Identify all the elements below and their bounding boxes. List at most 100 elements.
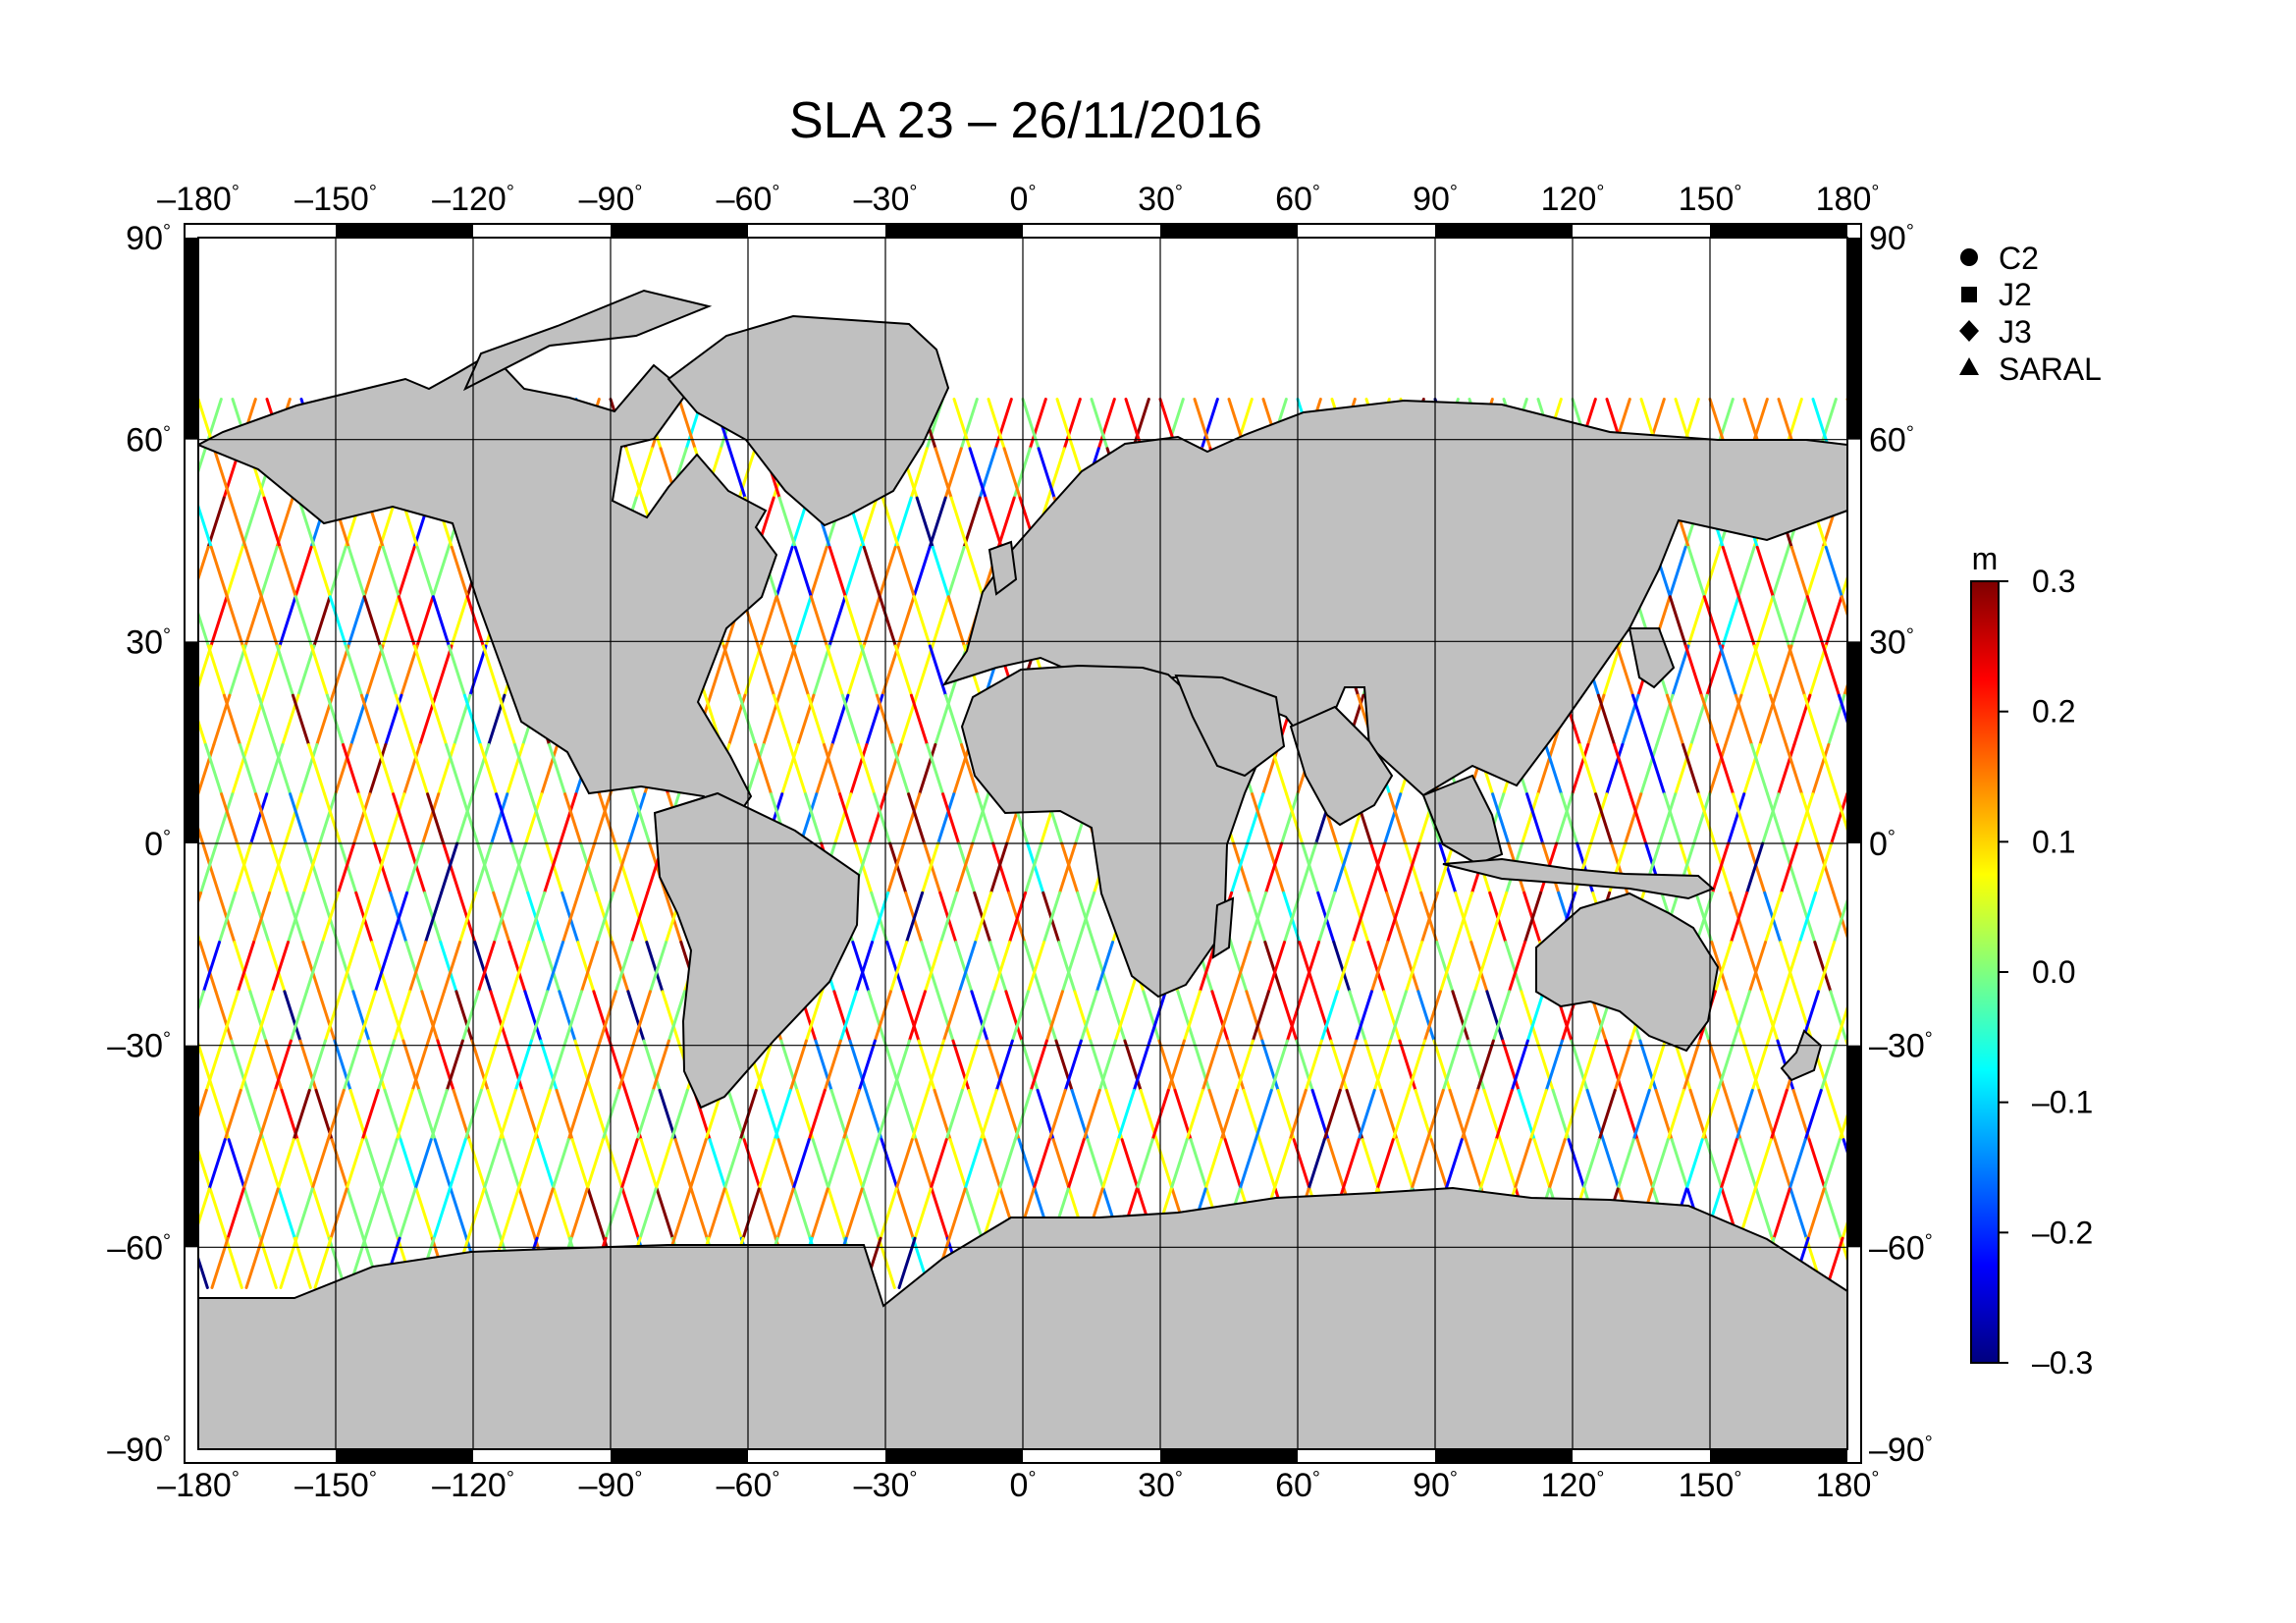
track-segment: [248, 990, 268, 1043]
track-segment: [604, 1187, 623, 1240]
track-segment: [345, 1138, 364, 1191]
track-segment: [1811, 742, 1831, 796]
track-segment: [923, 841, 942, 894]
track-segment: [137, 744, 153, 793]
track-segment: [1863, 695, 1879, 744]
track-segment: [473, 941, 493, 994]
track-segment: [339, 941, 359, 994]
track-segment: [1744, 941, 1764, 994]
track-segment: [551, 1138, 570, 1191]
track-segment: [64, 843, 80, 893]
track-segment: [27, 400, 42, 449]
track-segment: [1002, 447, 1022, 500]
track-segment: [524, 792, 544, 845]
right-tick-label: 90°: [1869, 220, 1914, 257]
track-segment: [1798, 891, 1818, 945]
track-segment: [1124, 398, 1144, 451]
track-segment: [868, 792, 887, 845]
track-segment: [293, 1236, 312, 1289]
track-segment: [347, 545, 366, 599]
track-segment: [72, 1140, 87, 1189]
track-segment: [946, 545, 966, 599]
track-segment: [122, 1090, 137, 1139]
track-segment: [318, 792, 338, 845]
right-tick-label: 0°: [1869, 826, 1896, 863]
track-segment: [708, 1138, 727, 1191]
track-segment: [1201, 1039, 1220, 1092]
track-segment: [1216, 990, 1236, 1043]
track-segment: [1176, 990, 1196, 1043]
diamond-icon: [1959, 320, 1979, 342]
land-canadian-arctic-islands: [462, 289, 713, 392]
track-segment: [792, 1187, 812, 1240]
track-segment: [1182, 990, 1201, 1043]
track-segment: [1802, 693, 1823, 746]
track-segment: [380, 1187, 400, 1240]
square-icon: [1961, 287, 1977, 302]
track-segment: [1811, 398, 1831, 451]
track-segment: [407, 941, 428, 994]
track-segment: [1507, 941, 1527, 994]
track-segment: [1816, 941, 1837, 994]
track-segment: [627, 792, 647, 845]
track-segment: [198, 545, 210, 583]
track-segment: [1613, 1039, 1632, 1092]
track-segment: [1097, 1039, 1117, 1092]
track-segment: [1230, 841, 1250, 894]
track-segment: [495, 990, 514, 1043]
track-segment: [1629, 792, 1648, 845]
track-segment: [37, 1140, 53, 1189]
track-segment: [1947, 1140, 1962, 1189]
track-segment: [370, 941, 390, 994]
track-segment: [1713, 841, 1733, 894]
track-segment: [460, 990, 480, 1043]
track-segment: [1900, 794, 1916, 843]
track-segment: [2010, 449, 2026, 498]
track-segment: [439, 941, 458, 994]
track-segment: [66, 943, 81, 992]
track-segment: [1921, 843, 1937, 893]
track-segment: [1857, 498, 1873, 547]
track-segment: [294, 545, 313, 599]
track-segment: [132, 943, 147, 992]
track-segment: [395, 1088, 414, 1142]
top-tick-label: 0°: [1010, 181, 1037, 218]
land-greenland: [667, 314, 950, 527]
track-segment: [1107, 990, 1127, 1043]
track-segment: [1475, 1039, 1495, 1092]
track-segment: [1219, 1088, 1239, 1142]
track-segment: [493, 891, 512, 945]
frame-bar-top: [1710, 225, 1847, 237]
track-segment: [291, 693, 311, 746]
bottom-tick-label: –30°: [854, 1467, 918, 1504]
track-segment: [428, 693, 449, 746]
track-segment: [1777, 742, 1796, 796]
frame-bar-bottom: [1710, 1450, 1847, 1462]
track-segment: [976, 990, 995, 1043]
legend-label-j2: J2: [1999, 277, 2032, 312]
track-segment: [672, 1187, 692, 1240]
track-segment: [1955, 843, 1971, 893]
track-segment: [357, 792, 377, 845]
track-segment: [1805, 545, 1825, 599]
track-segment: [878, 545, 897, 599]
top-tick-label: –90°: [579, 181, 643, 218]
track-segment: [774, 545, 794, 599]
frame-bar-top: [611, 225, 748, 237]
track-segment: [895, 1187, 915, 1240]
track-segment: [1813, 941, 1833, 994]
track-segment: [61, 400, 77, 449]
track-segment: [888, 941, 909, 994]
track-segment: [545, 841, 564, 894]
track-segment: [619, 1138, 639, 1191]
track-segment: [1100, 1138, 1120, 1191]
track-segment: [563, 990, 583, 1043]
track-segment: [397, 545, 416, 599]
track-segment: [896, 595, 916, 648]
track-segment: [198, 644, 213, 691]
track-segment: [873, 990, 892, 1043]
right-tick-label: –90°: [1869, 1432, 1933, 1469]
track-segment: [116, 893, 132, 942]
frame-bar-left: [186, 641, 197, 843]
track-segment: [1063, 1039, 1083, 1092]
